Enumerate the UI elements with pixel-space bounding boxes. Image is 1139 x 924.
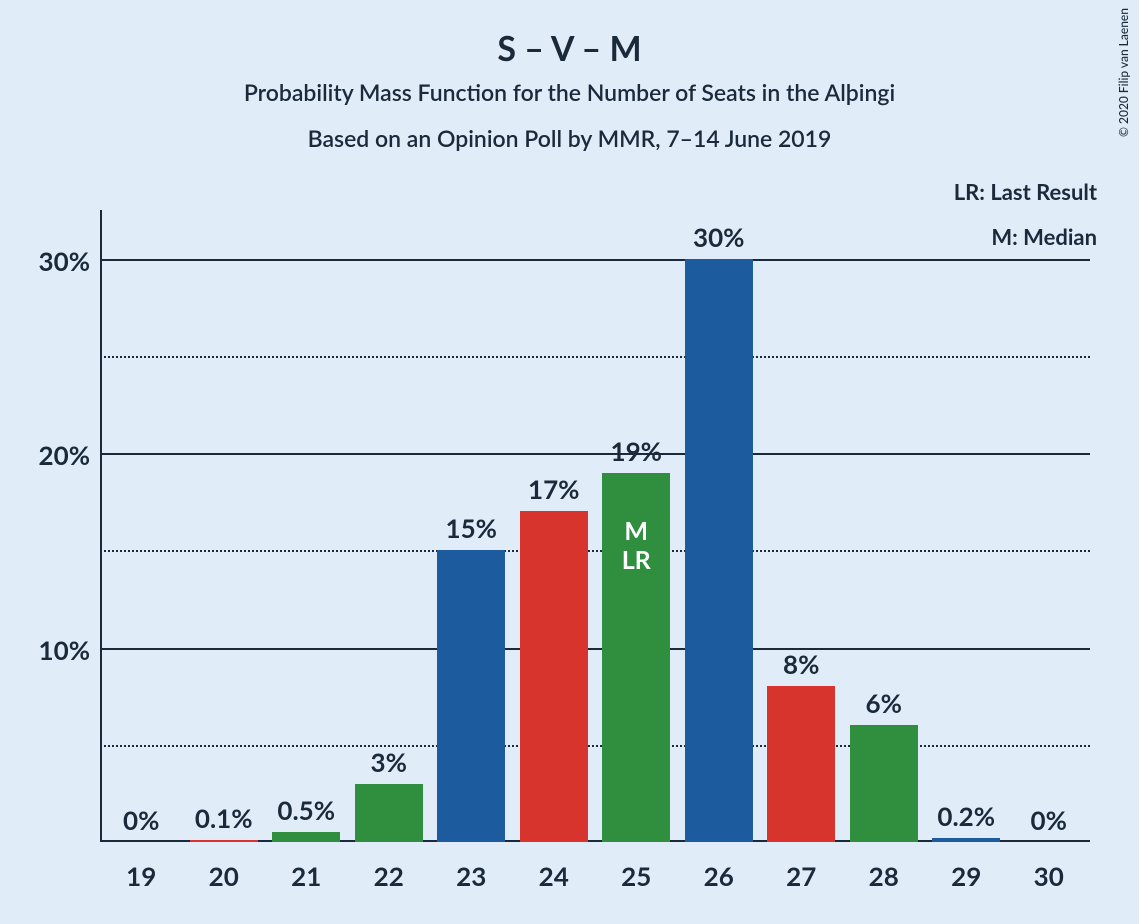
x-axis-tick-label: 29: [951, 842, 981, 892]
bar-value-label: 6%: [866, 687, 902, 725]
x-axis-tick-label: 26: [704, 842, 734, 892]
y-axis-tick-label: 20%: [39, 439, 100, 471]
bar-value-label: 8%: [783, 648, 819, 686]
chart-subtitle-1: Probability Mass Function for the Number…: [0, 78, 1139, 106]
chart-title: S – V – M: [0, 28, 1139, 69]
bar: 0.2%: [932, 838, 1000, 842]
bar-value-label: 0.2%: [937, 800, 995, 838]
bar: 19%MLR: [602, 473, 670, 842]
legend-line: LR: Last Result: [954, 178, 1097, 205]
grid-line-minor: [100, 356, 1090, 358]
x-axis-tick-label: 19: [126, 842, 156, 892]
grid-line-minor: [100, 550, 1090, 552]
bar: 15%: [437, 550, 505, 842]
bar-value-label: 0.1%: [195, 802, 253, 840]
chart-legend: LR: Last Result M: Median: [954, 178, 1097, 250]
y-axis-tick-label: 10%: [39, 634, 100, 666]
bar-annotation: MLR: [622, 517, 651, 575]
plot-area: 10%20%30%190%200.1%210.5%223%2315%2417%2…: [100, 210, 1090, 842]
copyright-label: © 2020 Filip van Laenen: [1116, 8, 1131, 137]
x-axis-tick-label: 25: [621, 842, 651, 892]
x-axis-tick-label: 21: [291, 842, 321, 892]
grid-line-major: 20%: [100, 453, 1090, 455]
bar-value-label: 3%: [371, 746, 407, 784]
grid-line-major: 30%: [100, 259, 1090, 261]
bar-value-label: 15%: [446, 512, 497, 550]
bar-value-label: 17%: [528, 473, 579, 511]
bar-value-label: 30%: [693, 221, 744, 259]
chart-subtitle-2: Based on an Opinion Poll by MMR, 7–14 Ju…: [0, 124, 1139, 152]
bar: 30%: [685, 259, 753, 842]
bar: 6%: [850, 725, 918, 842]
grid-line-minor: [100, 745, 1090, 747]
bar: 0.1%: [190, 840, 258, 842]
bar-value-label: 0%: [1031, 804, 1067, 842]
x-axis-tick-label: 24: [539, 842, 569, 892]
x-axis-tick-label: 30: [1034, 842, 1064, 892]
bar-value-label: 19%: [611, 435, 662, 473]
bar-value-label: 0%: [123, 804, 159, 842]
x-axis-tick-label: 22: [374, 842, 404, 892]
bar: 3%: [355, 784, 423, 842]
legend-line: M: Median: [954, 223, 1097, 250]
bar: 0.5%: [272, 832, 340, 842]
x-axis-tick-label: 20: [209, 842, 239, 892]
bar-value-label: 0.5%: [277, 794, 335, 832]
grid-line-major: 10%: [100, 648, 1090, 650]
x-axis-tick-label: 23: [456, 842, 486, 892]
bar: 8%: [767, 686, 835, 842]
bar: 17%: [520, 511, 588, 842]
x-axis-tick-label: 27: [786, 842, 816, 892]
y-axis-tick-label: 30%: [39, 245, 100, 277]
x-axis-tick-label: 28: [869, 842, 899, 892]
chart-container: S – V – M Probability Mass Function for …: [0, 0, 1139, 924]
y-axis-line: [100, 210, 102, 842]
